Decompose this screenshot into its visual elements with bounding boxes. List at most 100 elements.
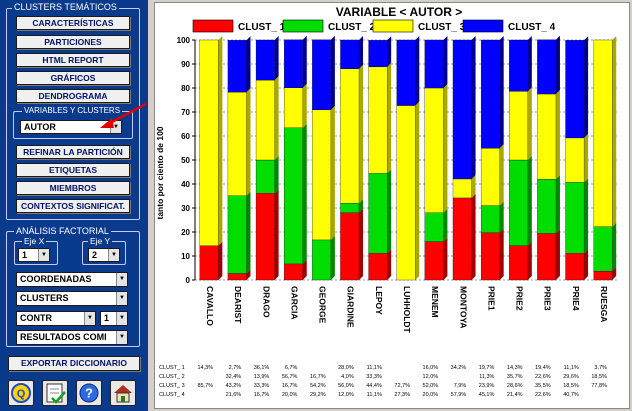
bar-segment: [396, 105, 416, 281]
chevron-down-icon[interactable]: ▼: [84, 312, 95, 325]
chevron-down-icon[interactable]: ▼: [116, 312, 127, 325]
chevron-down-icon[interactable]: ▼: [116, 331, 127, 344]
table-cell: 28,6%: [507, 383, 523, 389]
table-cell: 44,4%: [366, 383, 382, 389]
contr-number-select[interactable]: 1 ▼: [100, 311, 128, 326]
variable-select[interactable]: AUTOR ▼: [20, 120, 122, 134]
table-cell: 52,0%: [423, 383, 439, 389]
bar-segment: [312, 239, 332, 281]
quit-icon: Q: [11, 383, 31, 403]
y-tick-label: 90: [181, 60, 190, 69]
x-tick-label: PRIE4: [571, 286, 581, 311]
table-cell: 12,0%: [423, 374, 439, 380]
table-cell: 3,7%: [594, 365, 607, 371]
table-cell: 16,7%: [282, 383, 298, 389]
arrow-pointer-icon: [100, 102, 147, 128]
graficos-button[interactable]: GRÁFICOS: [16, 71, 130, 85]
bar-side: [387, 249, 392, 280]
eje-y-label: Eje Y: [88, 236, 113, 246]
table-cell: 20,0%: [423, 392, 439, 398]
bar-segment: [480, 232, 500, 281]
bar-side: [330, 235, 335, 280]
bar-segment: [565, 253, 585, 281]
contr-select[interactable]: CONTR ▼: [16, 311, 96, 326]
table-cell: 43,2%: [226, 383, 242, 389]
x-tick-label: GARCIA: [289, 286, 299, 320]
exportar-diccionario-button[interactable]: EXPORTAR DICCIONARIO: [8, 356, 140, 371]
table-cell: 20,0%: [282, 392, 298, 398]
x-tick-label: LEPOY: [374, 286, 384, 315]
bar-segment: [424, 212, 444, 242]
y-tick-label: 70: [181, 108, 190, 117]
etiquetas-button[interactable]: ETIQUETAS: [16, 163, 130, 177]
bar-side: [584, 249, 589, 280]
miembros-button[interactable]: MIEMBROS: [16, 181, 130, 195]
bar-side: [555, 90, 560, 180]
clusters-value: CLUSTERS: [20, 293, 69, 303]
bar-segment: [565, 137, 585, 183]
legend-label-4: CLUST_ 4: [508, 22, 556, 33]
bar-side: [274, 36, 279, 81]
bar-segment: [509, 159, 528, 246]
table-cell: 18,5%: [591, 374, 607, 380]
y-tick-label: 20: [181, 228, 190, 237]
eje-x-value: 1: [22, 250, 28, 260]
quit-button[interactable]: Q: [8, 380, 34, 406]
bar-segment: [593, 39, 613, 227]
table-cell: 11,3%: [479, 374, 494, 380]
bar-segment: [227, 91, 247, 196]
eje-y-select[interactable]: 2 ▼: [88, 248, 120, 262]
chart-panel: VARIABLE < AUTOR > CLUST_ 1 CLUST_ 2 CLUST…: [154, 2, 630, 409]
x-tick-label: CAVALLO: [205, 286, 215, 326]
home-button[interactable]: [110, 380, 136, 406]
bar-side: [555, 229, 560, 280]
checklist-button[interactable]: [42, 380, 68, 406]
table-cell: 72,7%: [394, 383, 410, 389]
help-button[interactable]: ?: [76, 380, 102, 406]
table-cell: 16,0%: [423, 365, 439, 371]
contr-number-value: 1: [104, 313, 110, 323]
caracteristicas-button[interactable]: CARACTERÍSTICAS: [16, 16, 130, 30]
eje-x-select[interactable]: 1 ▼: [18, 248, 50, 262]
bar-side: [471, 36, 476, 179]
refinar-particion-button[interactable]: REFINAR LA PARTICIÓN: [16, 145, 130, 159]
y-axis-label: tanto por ciento de 100: [155, 126, 165, 219]
coordenadas-select[interactable]: COORDENADAS ▼: [16, 272, 128, 287]
bar-side: [387, 36, 392, 67]
particiones-button[interactable]: PARTICIONES: [16, 35, 130, 49]
table-cell: 2,7%: [229, 365, 242, 371]
chart-title: VARIABLE < AUTOR >: [336, 5, 462, 19]
bar-segment: [509, 91, 528, 161]
y-tick-label: 50: [181, 156, 190, 165]
bar-segment: [227, 195, 247, 274]
chevron-down-icon[interactable]: ▼: [38, 249, 49, 261]
chevron-down-icon[interactable]: ▼: [108, 249, 119, 261]
chevron-down-icon[interactable]: ▼: [116, 273, 127, 286]
contextos-significativos-button[interactable]: CONTEXTOS SIGNIFICAT.: [16, 199, 130, 213]
bar-side: [246, 36, 251, 93]
clusters-select[interactable]: CLUSTERS ▼: [16, 291, 128, 306]
table-cell: 85,7%: [197, 383, 213, 389]
chevron-down-icon[interactable]: ▼: [116, 292, 127, 305]
bar-segment: [284, 39, 303, 88]
table-row-label: CLUST_ 3: [159, 383, 185, 389]
bar-side: [359, 199, 364, 213]
table-cell: 28,0%: [338, 365, 354, 371]
table-cell: 18,5%: [563, 383, 579, 389]
resultados-select[interactable]: RESULTADOS COMI ▼: [16, 330, 128, 345]
table-cell: 21,6%: [226, 392, 242, 398]
bar-segment: [368, 253, 388, 281]
bar-side: [499, 201, 504, 233]
table-cell: 33,3%: [366, 374, 382, 380]
table-cell: 12,0%: [338, 392, 354, 398]
html-report-button[interactable]: HTML REPORT: [16, 53, 130, 67]
x-tick-label: DRAGO: [261, 286, 271, 318]
x-tick-label: GIARDINE: [346, 286, 356, 328]
bar-side: [302, 83, 307, 128]
dendrograma-button[interactable]: DENDROGRAMA: [16, 89, 130, 103]
x-tick-label: DEARIST: [233, 286, 243, 324]
table-cell: 33,3%: [254, 383, 270, 389]
table-cell: 45,1%: [479, 392, 495, 398]
table-cell: 56,7%: [282, 374, 298, 380]
bar-side: [527, 156, 532, 246]
